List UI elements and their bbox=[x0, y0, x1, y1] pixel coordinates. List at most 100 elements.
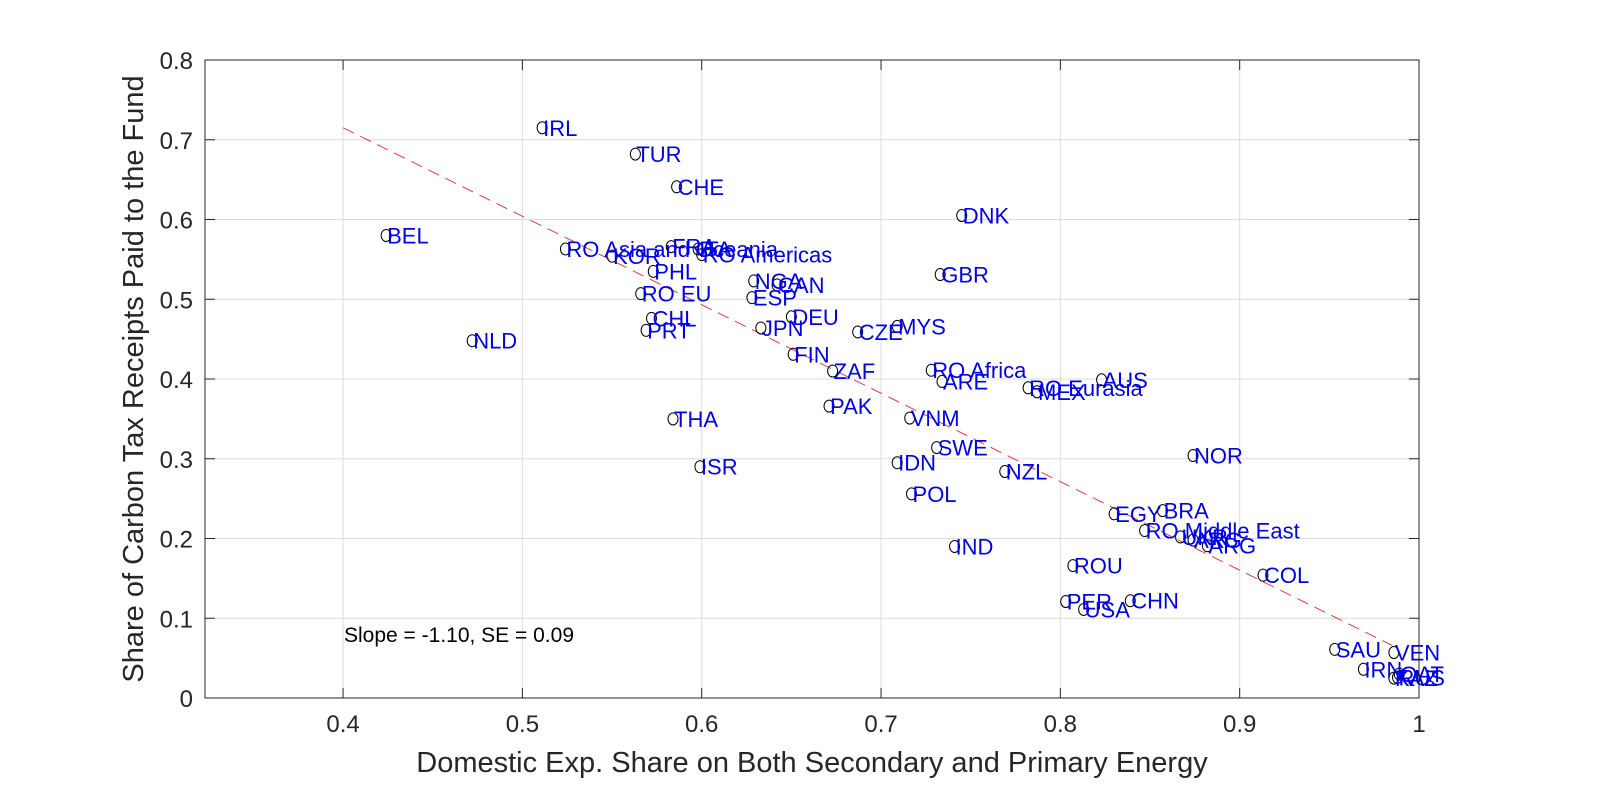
data-label: TUR bbox=[636, 142, 681, 167]
data-point bbox=[1391, 670, 1403, 684]
data-point bbox=[1078, 602, 1090, 616]
data-point bbox=[667, 412, 679, 426]
data-points bbox=[380, 121, 1405, 685]
data-label: MEX bbox=[1038, 380, 1086, 405]
data-point bbox=[891, 319, 903, 333]
data-label: CHE bbox=[678, 175, 724, 200]
data-label: UKR bbox=[1182, 525, 1228, 550]
x-tick-label: 0.7 bbox=[864, 711, 897, 738]
y-tick-label: 0.2 bbox=[160, 527, 193, 554]
x-tick-label: 0.4 bbox=[326, 711, 359, 738]
data-label: BEL bbox=[387, 223, 429, 248]
data-label: CAN bbox=[778, 273, 824, 298]
data-label: GBR bbox=[941, 263, 989, 288]
data-label: PRT bbox=[647, 318, 691, 343]
data-point bbox=[635, 287, 647, 301]
data-label: ARG bbox=[1208, 534, 1256, 559]
data-label: PHL bbox=[654, 259, 697, 284]
data-label: RUS bbox=[1398, 665, 1444, 690]
data-label: DNK bbox=[963, 204, 1010, 229]
data-point bbox=[665, 240, 677, 254]
data-label: NOR bbox=[1194, 444, 1243, 469]
y-tick-label: 0.6 bbox=[160, 208, 193, 235]
data-point bbox=[1187, 449, 1199, 463]
y-tick-label: 0.3 bbox=[160, 447, 193, 474]
x-axis-label: Domestic Exp. Share on Both Secondary an… bbox=[416, 747, 1208, 779]
data-point bbox=[746, 291, 758, 305]
data-point bbox=[906, 487, 918, 501]
x-tick-label: 0.9 bbox=[1223, 711, 1256, 738]
data-label: IRN bbox=[1364, 657, 1402, 682]
data-point bbox=[559, 242, 571, 256]
data-point bbox=[827, 364, 839, 378]
data-label: ROU bbox=[1074, 554, 1123, 579]
y-tick-label: 0 bbox=[180, 686, 193, 713]
data-point bbox=[956, 209, 968, 223]
data-label: SWE bbox=[938, 436, 988, 461]
data-label: VNM bbox=[911, 406, 960, 431]
data-point bbox=[1096, 373, 1108, 387]
data-label: NGA bbox=[755, 269, 803, 294]
data-label: EGY bbox=[1115, 502, 1162, 527]
data-point bbox=[1175, 530, 1187, 544]
data-label: POL bbox=[913, 482, 957, 507]
data-point bbox=[696, 248, 708, 262]
data-point bbox=[949, 539, 961, 553]
data-point bbox=[1388, 646, 1400, 660]
data-label: MYS bbox=[898, 314, 946, 339]
y-tick-label: 0.1 bbox=[160, 606, 193, 633]
data-point bbox=[936, 374, 948, 388]
data-point bbox=[771, 278, 783, 292]
data-point bbox=[1388, 671, 1400, 685]
fit-line bbox=[342, 127, 1393, 646]
data-label: IDN bbox=[898, 451, 936, 476]
data-label: ESP bbox=[753, 286, 797, 311]
data-point bbox=[823, 399, 835, 413]
data-label: RO Africa bbox=[932, 358, 1027, 383]
data-point bbox=[999, 465, 1011, 479]
data-point bbox=[1060, 595, 1072, 609]
data-point bbox=[925, 363, 937, 377]
data-point bbox=[891, 456, 903, 470]
y-tick-label: 0.7 bbox=[160, 128, 193, 155]
data-label: JPN bbox=[762, 316, 804, 341]
data-label: USA bbox=[1085, 597, 1131, 622]
x-tick-label: 0.8 bbox=[1044, 711, 1077, 738]
slope-annotation: Slope = -1.10, SE = 0.09 bbox=[344, 624, 574, 647]
data-label: ZAF bbox=[834, 359, 876, 384]
data-point bbox=[1157, 504, 1169, 518]
data-point bbox=[1329, 642, 1341, 656]
x-tick-label: 0.5 bbox=[506, 711, 539, 738]
data-label: ARG bbox=[1194, 528, 1242, 553]
data-point bbox=[931, 441, 943, 455]
y-tick-label: 0.5 bbox=[160, 287, 193, 314]
data-label: RO Eurasia bbox=[1029, 376, 1143, 401]
x-tick-label: 0.6 bbox=[685, 711, 718, 738]
data-label: DEU bbox=[792, 305, 838, 330]
data-label: FRA bbox=[672, 235, 716, 260]
data-label: VEN bbox=[1395, 641, 1440, 666]
data-point bbox=[1393, 667, 1405, 681]
y-tick-label: 0.4 bbox=[160, 367, 193, 394]
data-point bbox=[787, 347, 799, 361]
data-point bbox=[755, 321, 767, 335]
data-point bbox=[694, 460, 706, 474]
y-axis-label: Share of Carbon Tax Receipts Paid to the… bbox=[118, 75, 150, 682]
data-label: RO Americas bbox=[703, 243, 833, 268]
data-label: CHL bbox=[653, 306, 697, 331]
data-label: KOR bbox=[613, 244, 661, 269]
data-label: RO Asia and Oceania bbox=[566, 237, 778, 262]
data-point bbox=[1357, 662, 1369, 676]
data-point bbox=[671, 180, 683, 194]
data-point bbox=[380, 228, 392, 242]
data-label: SAU bbox=[1336, 637, 1381, 662]
data-point bbox=[748, 274, 760, 288]
data-label: PAK bbox=[830, 394, 873, 419]
data-point bbox=[466, 334, 478, 348]
data-point bbox=[1108, 507, 1120, 521]
data-label: FIN bbox=[794, 342, 829, 367]
data-label: RO Middle East bbox=[1146, 519, 1300, 544]
data-point bbox=[646, 311, 658, 325]
